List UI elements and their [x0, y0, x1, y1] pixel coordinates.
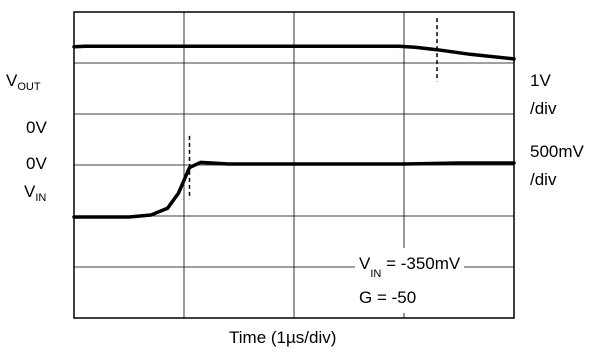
- zero-level-label-vout: 0V: [26, 118, 47, 137]
- vout-scale-unit: /div: [530, 99, 557, 118]
- zero-level-label-vin: 0V: [26, 154, 47, 173]
- vin-label: VIN: [24, 182, 47, 204]
- vout-scale-label: 1V: [530, 71, 551, 90]
- vin-scale-label: 500mV: [530, 142, 584, 161]
- plot-frame: [73, 11, 515, 319]
- x-axis-label: Time (1µs/div): [229, 328, 337, 347]
- traces: [72, 44, 516, 219]
- vin-scale-unit: /div: [530, 170, 557, 189]
- annotation-gain-line: G = -50: [359, 288, 417, 308]
- vout-label: VOUT: [6, 71, 41, 93]
- condition-annotation: VIN = -350mV G = -50: [355, 248, 465, 314]
- annotation-vin-line: VIN = -350mV: [359, 254, 461, 281]
- vin-trace: [72, 160, 516, 219]
- vout-trace: [72, 44, 516, 61]
